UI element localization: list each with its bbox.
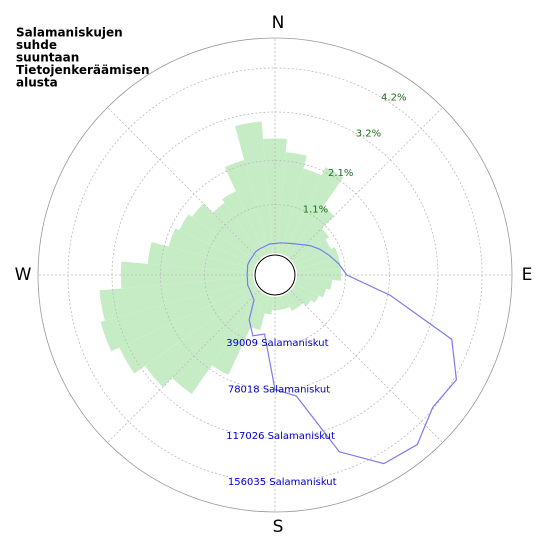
direction-label: N	[272, 13, 285, 33]
r2-tick-label: 117026 Salamaniskut	[226, 431, 335, 442]
chart-title: alusta	[16, 76, 58, 90]
bar	[280, 168, 322, 256]
outer-circle	[37, 37, 513, 513]
line	[246, 242, 458, 465]
bar	[119, 284, 257, 374]
bar	[294, 280, 327, 298]
bar	[294, 247, 339, 270]
chart-title: Salamaniskujen	[16, 26, 123, 40]
direction-label: W	[15, 265, 32, 285]
r-tick-label: 1.1%	[303, 204, 328, 215]
bar	[145, 287, 260, 388]
bar	[212, 202, 263, 260]
bar	[211, 293, 266, 375]
bar	[120, 261, 254, 289]
bar	[296, 257, 341, 274]
bar	[284, 293, 298, 311]
bar	[147, 241, 254, 274]
chart-title: suuntaan	[16, 51, 79, 65]
r2-tick-label: 39009 Salamaniskut	[226, 338, 328, 349]
r-tick-label: 4.2%	[381, 92, 406, 103]
bar	[99, 276, 254, 321]
bar	[280, 294, 290, 310]
bar	[235, 121, 274, 254]
r2-tick-label: 78018 Salamaniskut	[228, 385, 330, 396]
r2-tick-label: 156035 Salamaniskut	[228, 477, 337, 488]
direction-label: S	[273, 517, 284, 537]
bar	[287, 290, 304, 308]
bar	[276, 296, 285, 311]
bar	[192, 203, 260, 263]
bar	[284, 167, 344, 257]
bar	[224, 160, 270, 256]
bar	[250, 294, 270, 331]
bar	[172, 290, 263, 395]
r-tick-label: 3.2%	[356, 128, 381, 139]
bar	[179, 214, 257, 266]
bar	[296, 276, 333, 290]
bar	[168, 228, 256, 270]
bar	[221, 191, 266, 257]
chart-title: Tietojenkeräämisen	[16, 63, 150, 77]
bar	[264, 296, 274, 315]
center-hole	[254, 254, 296, 296]
bar	[290, 287, 312, 307]
bar	[293, 239, 331, 266]
bar	[287, 206, 335, 260]
bar	[276, 152, 307, 254]
chart-title: suhde	[16, 38, 57, 52]
bar	[293, 284, 319, 303]
bar	[271, 296, 279, 311]
direction-label: E	[522, 265, 533, 285]
angle-grid-line	[290, 290, 443, 443]
bar	[100, 280, 256, 352]
r-tick-label: 2.1%	[328, 168, 353, 179]
